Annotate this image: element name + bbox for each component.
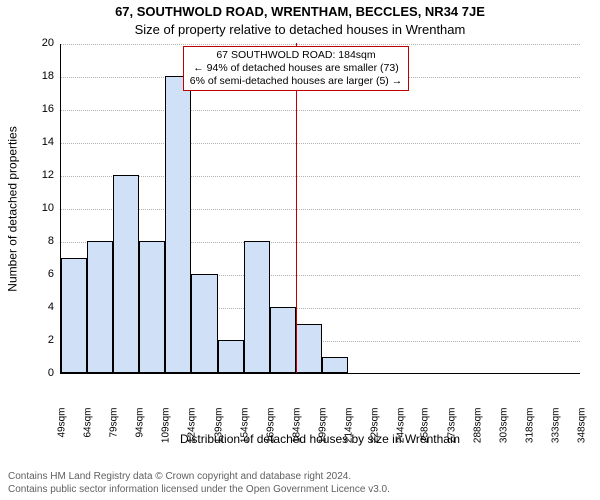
y-tick: 4 bbox=[32, 301, 54, 313]
marker-line bbox=[296, 43, 297, 373]
y-tick: 14 bbox=[32, 136, 54, 148]
chart-title-subtitle: Size of property relative to detached ho… bbox=[0, 22, 600, 37]
x-tick: 348sqm bbox=[577, 408, 588, 458]
annotation-line: ← 94% of detached houses are smaller (73… bbox=[190, 62, 402, 75]
footer-line1: Contains HM Land Registry data © Crown c… bbox=[8, 470, 592, 483]
chart-title-address: 67, SOUTHWOLD ROAD, WRENTHAM, BECCLES, N… bbox=[0, 4, 600, 19]
histogram-bar bbox=[61, 258, 87, 374]
x-tick: 199sqm bbox=[317, 408, 328, 458]
x-tick: 288sqm bbox=[472, 408, 483, 458]
gridline bbox=[61, 44, 580, 45]
x-tick: 169sqm bbox=[265, 408, 276, 458]
histogram-bar bbox=[87, 241, 113, 373]
histogram-bar bbox=[191, 274, 217, 373]
x-tick: 49sqm bbox=[57, 408, 68, 458]
histogram-bar bbox=[244, 241, 270, 373]
annotation-box: 67 SOUTHWOLD ROAD: 184sqm← 94% of detach… bbox=[183, 46, 409, 91]
x-tick: 64sqm bbox=[83, 408, 94, 458]
x-tick: 154sqm bbox=[239, 408, 250, 458]
histogram-bar bbox=[296, 324, 322, 374]
x-tick: 124sqm bbox=[187, 408, 198, 458]
histogram-bar bbox=[270, 307, 296, 373]
y-tick: 0 bbox=[32, 367, 54, 379]
gridline bbox=[61, 110, 580, 111]
x-tick: 109sqm bbox=[161, 408, 172, 458]
histogram-bar bbox=[139, 241, 165, 373]
x-tick: 94sqm bbox=[135, 408, 146, 458]
y-tick: 10 bbox=[32, 202, 54, 214]
footer-line2: Contains public sector information licen… bbox=[8, 483, 592, 496]
y-tick: 18 bbox=[32, 70, 54, 82]
annotation-line: 6% of semi-detached houses are larger (5… bbox=[190, 75, 402, 88]
histogram-bar bbox=[165, 76, 191, 373]
x-tick: 318sqm bbox=[524, 408, 535, 458]
y-axis-label: Number of detached properties bbox=[6, 126, 20, 291]
y-axis-label-container: Number of detached properties bbox=[6, 44, 20, 374]
y-tick: 20 bbox=[32, 37, 54, 49]
x-tick: 139sqm bbox=[213, 408, 224, 458]
y-tick: 12 bbox=[32, 169, 54, 181]
gridline bbox=[61, 143, 580, 144]
x-tick: 244sqm bbox=[396, 408, 407, 458]
y-tick: 2 bbox=[32, 334, 54, 346]
histogram-bar bbox=[218, 340, 244, 373]
y-tick: 8 bbox=[32, 235, 54, 247]
footer-attribution: Contains HM Land Registry data © Crown c… bbox=[8, 470, 592, 496]
histogram-bar bbox=[322, 357, 348, 374]
x-tick: 273sqm bbox=[446, 408, 457, 458]
y-tick: 16 bbox=[32, 103, 54, 115]
x-tick: 229sqm bbox=[370, 408, 381, 458]
x-tick: 79sqm bbox=[109, 408, 120, 458]
histogram-bar bbox=[113, 175, 139, 373]
y-tick: 6 bbox=[32, 268, 54, 280]
x-tick: 184sqm bbox=[291, 408, 302, 458]
annotation-line: 67 SOUTHWOLD ROAD: 184sqm bbox=[190, 49, 402, 62]
x-tick: 333sqm bbox=[550, 408, 561, 458]
x-tick: 214sqm bbox=[343, 408, 354, 458]
plot-area: 67 SOUTHWOLD ROAD: 184sqm← 94% of detach… bbox=[60, 44, 580, 374]
x-tick: 303sqm bbox=[498, 408, 509, 458]
x-tick: 258sqm bbox=[420, 408, 431, 458]
